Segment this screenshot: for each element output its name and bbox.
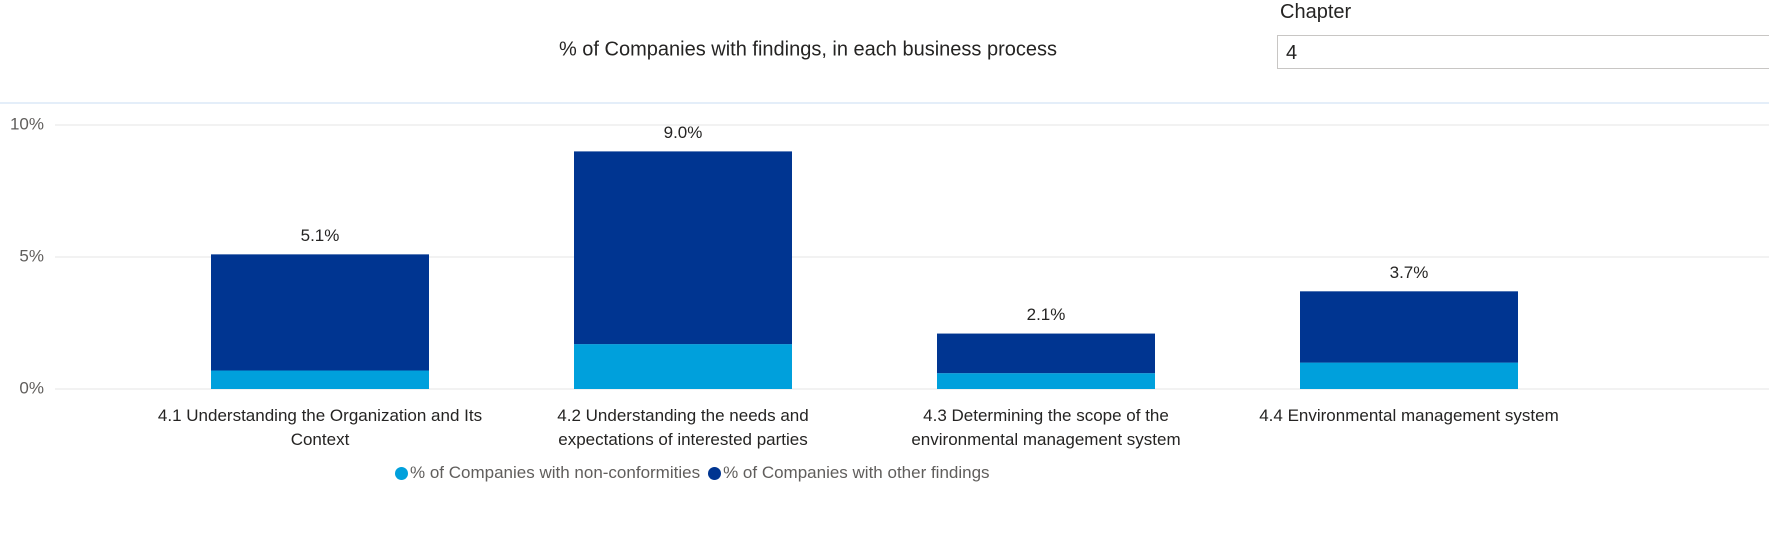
y-tick-label: 10% — [10, 114, 44, 133]
bar-segment — [574, 151, 792, 345]
bar-segment — [937, 333, 1155, 374]
total-label: 2.1% — [1027, 305, 1066, 324]
bar-segment — [211, 370, 429, 389]
y-tick-label: 5% — [19, 246, 44, 265]
bar-segment — [937, 373, 1155, 389]
bar-segment — [211, 254, 429, 371]
legend-swatch — [395, 466, 408, 480]
total-label: 5.1% — [301, 226, 340, 245]
bar-segment — [574, 344, 792, 389]
x-tick-label: 4.4 Environmental management system — [1259, 406, 1559, 425]
legend-label: % of Companies with other findings — [723, 463, 990, 482]
bar-segment — [1300, 291, 1518, 363]
bar-segment — [1300, 362, 1518, 389]
chart-title: % of Companies with findings, in each bu… — [559, 38, 1057, 60]
x-tick-label: 4.1 Understanding the Organization and I… — [157, 406, 483, 449]
slicer-label: Chapter — [1280, 1, 1352, 23]
legend-swatch — [708, 466, 722, 480]
legend: % of Companies with non-conformities % of… — [395, 463, 990, 483]
legend-item: % of Companies with other findings — [708, 463, 990, 483]
x-tick-label: 4.2 Understanding the needs and expectat… — [557, 406, 809, 449]
total-label: 9.0% — [664, 123, 703, 142]
slicer-dropdown[interactable]: 4 — [1277, 35, 1769, 69]
total-label: 3.7% — [1390, 263, 1429, 282]
y-tick-label: 0% — [19, 378, 44, 397]
legend-item: % of Companies with non-conformities — [395, 463, 700, 483]
x-tick-label: 4.3 Determining the scope of the environ… — [911, 406, 1181, 449]
legend-label: % of Companies with non-conformities — [410, 463, 701, 482]
